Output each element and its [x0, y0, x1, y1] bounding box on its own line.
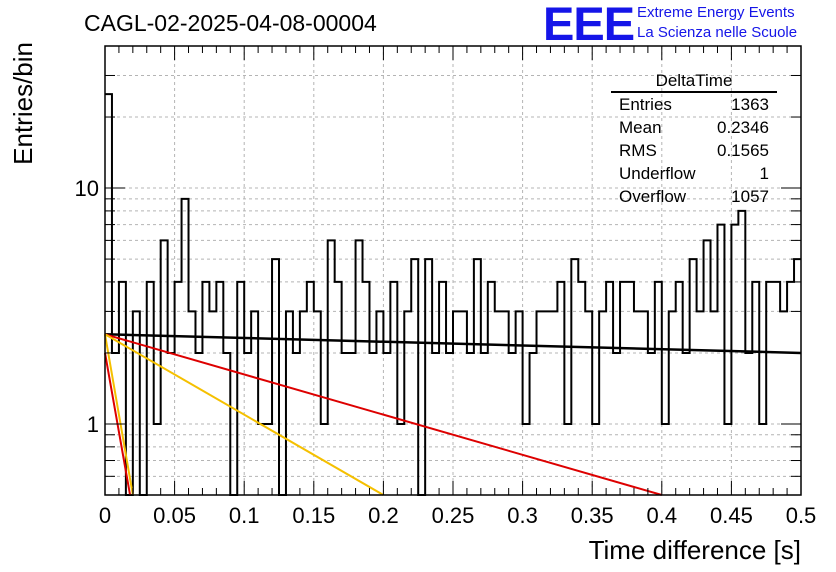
eee-logo: EEE — [543, 0, 635, 50]
histogram-step-line — [105, 93, 801, 496]
stats-label: Entries — [619, 95, 672, 114]
stats-row-mean: Mean 0.2346 — [611, 116, 777, 139]
y-tick-label: 10 — [75, 176, 99, 201]
x-tick-label: 0.45 — [710, 503, 753, 528]
logo-caption-line2: La Scienza nelle Scuole — [637, 24, 798, 41]
fit-curve-red — [104, 333, 663, 496]
x-tick-label: 0.2 — [368, 503, 399, 528]
stats-value: 1363 — [731, 95, 769, 114]
x-tick-label: 0.3 — [507, 503, 538, 528]
y-tick-label: 1 — [87, 412, 99, 437]
stats-value: 1057 — [731, 187, 769, 206]
x-axis-label: Time difference [s] — [589, 535, 801, 565]
fit-curve-yellow — [104, 333, 384, 496]
x-tick-label: 0.5 — [786, 503, 817, 528]
stats-title: DeltaTime — [611, 70, 777, 93]
x-tick-label: 0.25 — [432, 503, 475, 528]
stats-value: 0.2346 — [717, 118, 769, 137]
stats-label: Overflow — [619, 187, 687, 206]
x-tick-label: 0.35 — [571, 503, 614, 528]
stats-label: Mean — [619, 118, 662, 137]
stats-value: 1 — [759, 164, 769, 183]
logo-caption-line1: Extreme Energy Events — [637, 4, 795, 21]
fit-curve-yellow — [104, 334, 134, 496]
stats-label: RMS — [619, 141, 657, 160]
fit-curve-black — [104, 333, 802, 355]
stats-value: 0.1565 — [717, 141, 769, 160]
x-tick-label: 0.1 — [229, 503, 260, 528]
stats-box: DeltaTime Entries 1363 Mean 0.2346 RMS 0… — [611, 70, 777, 208]
stats-row-rms: RMS 0.1565 — [611, 139, 777, 162]
x-tick-label: 0.4 — [647, 503, 678, 528]
run-title: CAGL-02-2025-04-08-00004 — [84, 10, 377, 36]
stats-row-entries: Entries 1363 — [611, 93, 777, 116]
logo-caption: Extreme Energy Events La Scienza nelle S… — [637, 3, 797, 43]
x-tick-label: 0 — [99, 503, 111, 528]
stats-row-overflow: Overflow 1057 — [611, 185, 777, 208]
stats-row-underflow: Underflow 1 — [611, 162, 777, 185]
x-tick-label: 0.05 — [153, 503, 196, 528]
x-tick-label: 0.15 — [292, 503, 335, 528]
y-axis-label: Entries/bin — [8, 42, 38, 165]
stats-label: Underflow — [619, 164, 696, 183]
